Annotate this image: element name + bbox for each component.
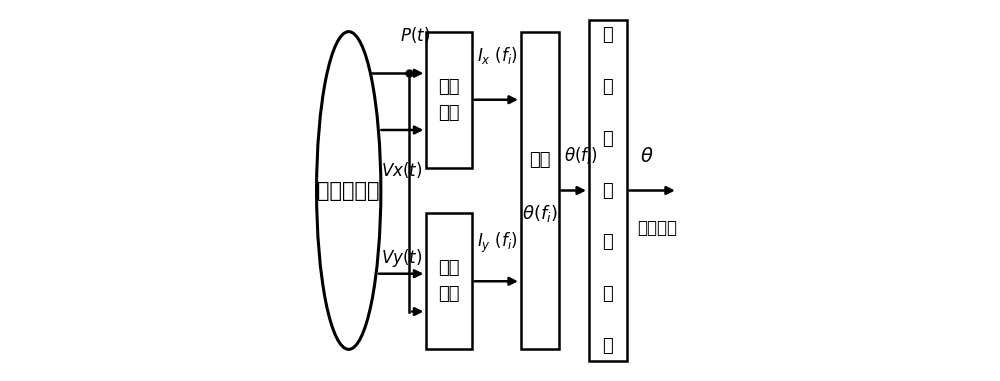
- Text: 目标方位: 目标方位: [637, 219, 677, 237]
- Text: $\theta$: $\theta$: [640, 147, 654, 166]
- Text: 方: 方: [602, 181, 613, 200]
- Text: 共轻
互谱: 共轻 互谱: [438, 77, 460, 122]
- Text: 图: 图: [602, 233, 613, 251]
- Text: $I_y\ (f_i)$: $I_y\ (f_i)$: [477, 231, 517, 255]
- Text: 直: 直: [602, 130, 613, 148]
- Text: $Vx(t)$: $Vx(t)$: [381, 160, 422, 180]
- Text: $\theta(f_i)$: $\theta(f_i)$: [564, 145, 597, 166]
- FancyBboxPatch shape: [426, 213, 472, 349]
- FancyBboxPatch shape: [589, 20, 627, 361]
- Text: $Vy(t)$: $Vy(t)$: [381, 247, 422, 269]
- Text: $P(t)$: $P(t)$: [400, 25, 430, 45]
- FancyBboxPatch shape: [426, 32, 472, 168]
- FancyBboxPatch shape: [521, 32, 559, 349]
- Text: $\theta(f_i)$: $\theta(f_i)$: [522, 203, 558, 224]
- Text: $I_x\ (f_i)$: $I_x\ (f_i)$: [477, 45, 517, 66]
- Text: 方: 方: [602, 26, 613, 45]
- Text: 位: 位: [602, 78, 613, 96]
- Text: 计: 计: [602, 336, 613, 355]
- Text: 计算: 计算: [529, 151, 550, 169]
- Text: 统: 统: [602, 285, 613, 303]
- Text: 共轻
互谱: 共轻 互谱: [438, 259, 460, 304]
- Text: 矢量水听器: 矢量水听器: [317, 181, 380, 200]
